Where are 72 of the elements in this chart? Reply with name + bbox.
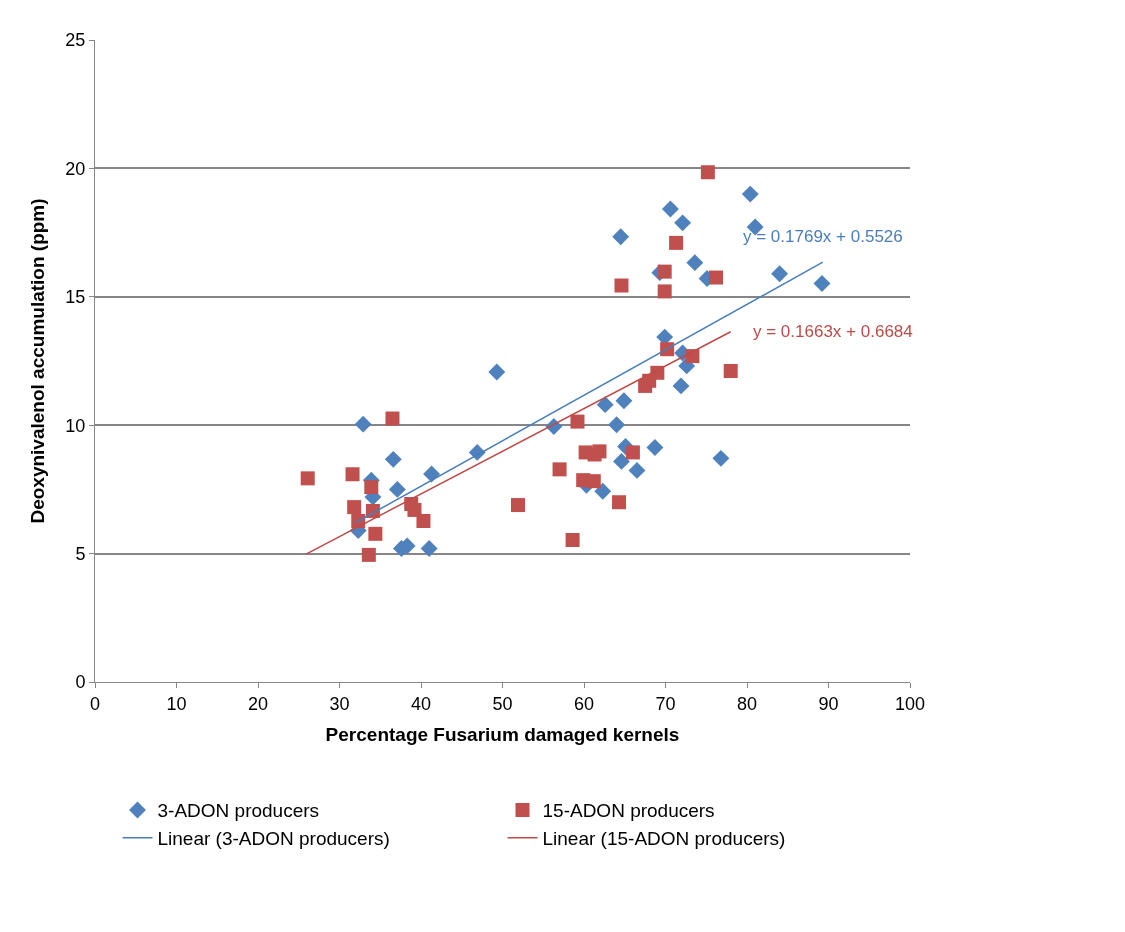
legend-label: 3-ADON producers [157,800,320,822]
x-tick-label: 70 [655,693,676,714]
point [646,439,664,456]
point [657,264,672,279]
point [771,265,789,283]
point [700,165,715,180]
point [587,447,602,462]
point [723,364,738,379]
x-tick-label: 50 [492,693,513,714]
y-tick-label: 25 [65,30,86,51]
point [388,480,406,498]
point [712,449,730,467]
point [345,467,360,482]
point [354,415,372,433]
point [300,471,315,486]
point [614,278,629,293]
point [368,526,383,541]
point [416,513,431,528]
point [361,547,376,562]
legend-label: Linear (3-ADON producers) [157,828,390,850]
annotation: y = 0.1769x + 0.5526 [743,227,903,246]
point [565,532,580,547]
point [423,465,441,483]
point [612,228,630,246]
point [625,445,640,460]
point [741,185,759,203]
point [612,495,627,510]
y-axis-title: Deoxynivalenol accumulation (ppm) [27,198,49,524]
point [510,498,525,513]
annotation: y = 0.1663x + 0.6684 [753,322,913,341]
point [586,474,601,489]
x-tick-label: 80 [736,693,758,714]
y-tick-label: 20 [65,158,86,179]
point [596,396,614,414]
legend-label: 15-ADON producers [542,800,715,822]
x-axis-title: Percentage Fusarium damaged kernels [325,724,680,746]
y-tick-label: 0 [75,672,86,693]
point [669,235,684,250]
x-tick-label: 0 [89,693,101,714]
point [709,270,724,285]
point [570,414,585,429]
x-tick-label: 60 [573,693,595,714]
point [407,502,422,517]
point [594,482,612,500]
point [384,450,402,468]
x-tick-label: 100 [894,693,926,714]
point [686,254,704,272]
legend-label: Linear (15-ADON producers) [542,828,786,850]
x-tick-label: 30 [329,693,350,714]
x-tick-label: 90 [818,693,839,714]
point [385,411,400,426]
y-tick-label: 10 [65,415,86,436]
point [657,284,672,299]
point [488,363,506,381]
point [613,452,630,470]
point [420,540,438,557]
point [674,214,692,232]
point [628,461,646,479]
point [608,416,626,434]
x-tick-label: 40 [410,693,432,714]
point [552,462,567,477]
x-tick-label: 10 [166,693,187,714]
point [638,378,653,393]
point [615,392,633,410]
point [661,200,679,218]
point [672,377,690,395]
point [813,275,831,292]
y-tick-label: 5 [75,543,86,564]
point [347,500,362,515]
x-tick-label: 20 [247,693,269,714]
y-tick-label: 15 [65,287,86,308]
point [364,480,379,495]
